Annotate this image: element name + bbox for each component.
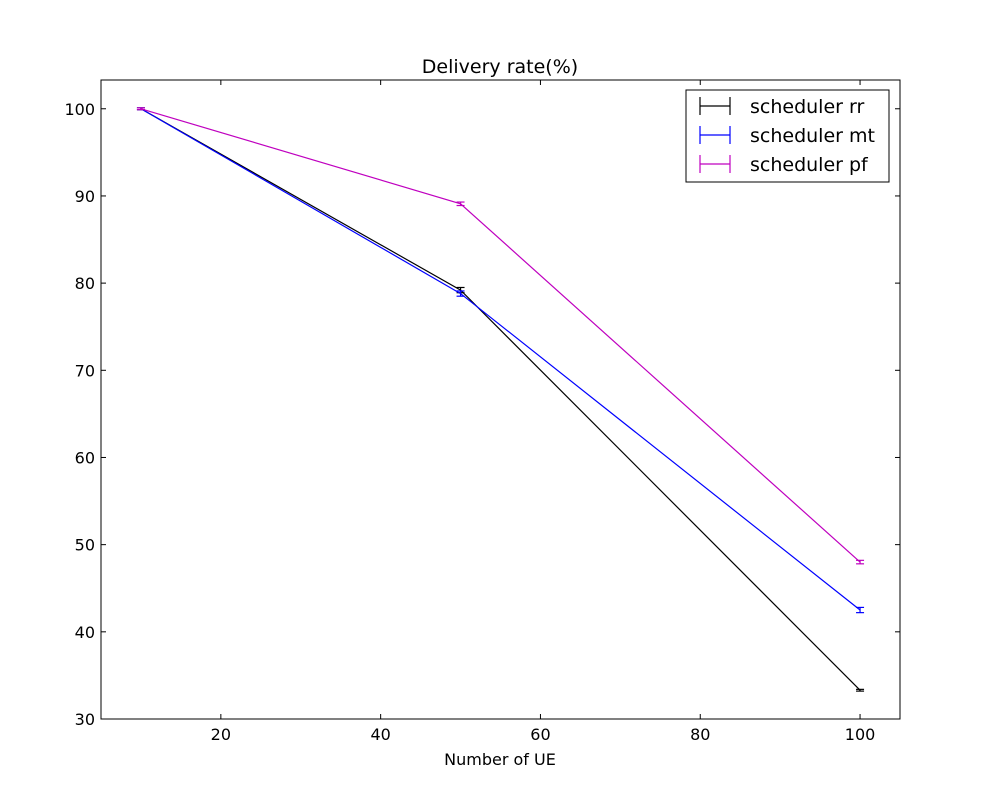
legend-label: scheduler pf <box>750 154 869 176</box>
x-tick-label: 80 <box>690 725 710 744</box>
error-bar <box>136 107 145 111</box>
legend: scheduler rr scheduler mt scheduler pf <box>685 89 890 183</box>
error-bar <box>856 688 865 692</box>
series-layer <box>136 107 865 692</box>
error-bar <box>456 201 465 207</box>
legend-label: scheduler mt <box>750 125 875 147</box>
legend-label: scheduler rr <box>750 96 864 118</box>
error-bar <box>856 606 865 614</box>
legend-entry: scheduler mt <box>699 125 875 147</box>
y-tick-label: 40 <box>75 623 95 642</box>
y-tick-label: 30 <box>75 710 95 729</box>
x-tick-label: 100 <box>845 725 876 744</box>
x-tick-label: 60 <box>530 725 550 744</box>
y-tick-label: 60 <box>75 448 95 467</box>
legend-box <box>685 89 890 183</box>
legend-entry: scheduler rr <box>699 96 864 118</box>
y-tick-label: 100 <box>64 100 95 119</box>
x-tick-label: 20 <box>211 725 231 744</box>
error-bar <box>856 559 865 565</box>
y-tick-label: 90 <box>75 187 95 206</box>
error-bar <box>456 290 465 297</box>
y-tick-label: 80 <box>75 274 95 293</box>
plot-area <box>100 79 901 720</box>
legend-entry: scheduler pf <box>699 154 869 176</box>
chart-title: Delivery rate(%) <box>422 56 578 78</box>
series-scheduler-pf <box>136 107 865 565</box>
y-tick-label: 50 <box>75 536 95 555</box>
y-tick-label: 70 <box>75 361 95 380</box>
ticks-layer: 20 40 60 80 100 30 40 50 60 70 80 90 100 <box>64 80 900 744</box>
x-axis-label: Number of UE <box>444 750 556 769</box>
x-tick-label: 40 <box>370 725 390 744</box>
